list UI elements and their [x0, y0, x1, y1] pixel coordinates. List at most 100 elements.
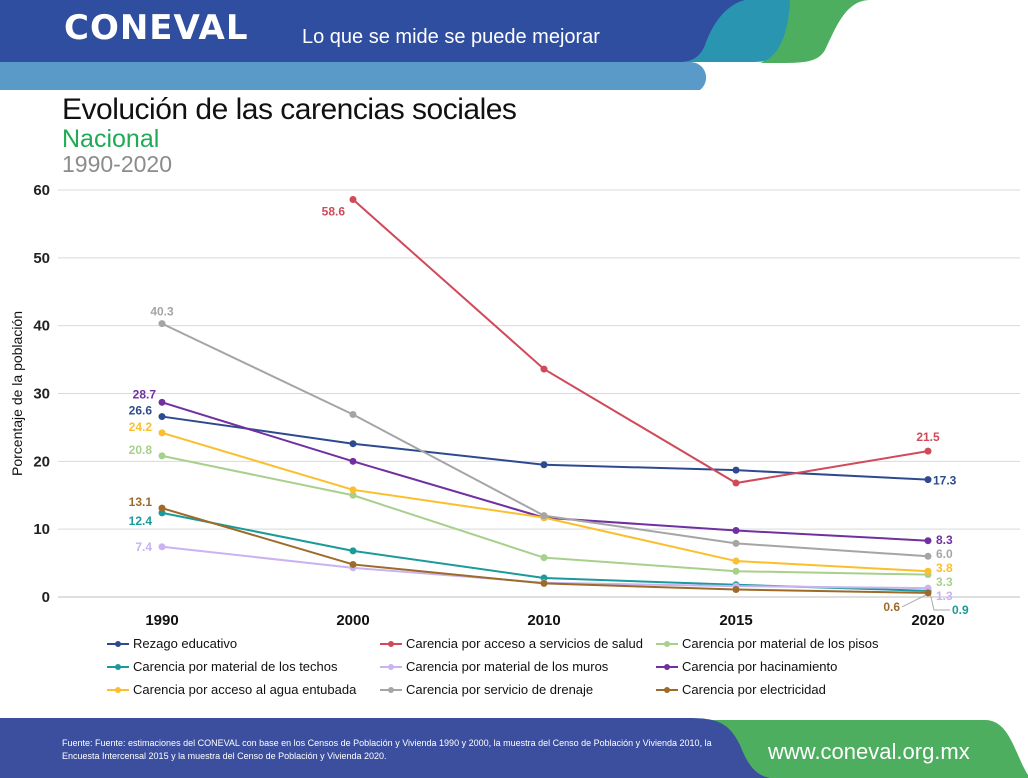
data-point: [924, 476, 932, 484]
data-point: [158, 504, 166, 512]
data-point: [924, 552, 932, 560]
data-point: [349, 411, 357, 419]
x-tick-label: 2015: [719, 612, 752, 629]
data-label: 28.7: [133, 387, 157, 401]
legend-label: Carencia por material de los muros: [406, 659, 609, 674]
legend-swatch: [656, 663, 678, 670]
data-point: [540, 579, 548, 587]
legend-swatch: [107, 663, 129, 670]
legend-label: Rezago educativo: [133, 636, 238, 651]
data-point: [349, 547, 357, 555]
legend-swatch: [656, 640, 678, 647]
data-label: 3.3: [936, 575, 953, 589]
data-label: 0.6: [883, 600, 900, 614]
legend-swatch: [656, 686, 678, 693]
line-chart: 0 10 20 30 40 50 60 1990 2000 2010 2015 2020 Porcent…: [9, 182, 1020, 629]
chart-title: Evolución de las carencias sociales: [62, 93, 517, 126]
data-point: [732, 586, 740, 594]
y-tick-label: 10: [33, 521, 50, 538]
data-point: [732, 557, 740, 565]
legend-item: Carencia por servicio de drenaje: [380, 682, 593, 698]
legend-label: Carencia por electricidad: [682, 682, 826, 697]
data-point: [732, 479, 740, 487]
y-tick-label: 60: [33, 182, 50, 199]
data-point: [732, 527, 740, 535]
data-label: 40.3: [150, 305, 174, 319]
legend-swatch: [380, 640, 402, 647]
chart-subtitle: Nacional: [62, 125, 160, 153]
data-point: [924, 589, 932, 597]
legend-item: Carencia por material de los techos: [107, 659, 338, 675]
data-point: [158, 543, 166, 551]
data-point: [924, 567, 932, 575]
leader-line: [901, 594, 927, 608]
leader-line: [929, 592, 950, 611]
legend-item: Carencia por acceso a servicios de salud: [380, 636, 643, 652]
data-point: [349, 560, 357, 568]
x-tick-label: 2010: [527, 612, 560, 629]
legend-item: Carencia por material de los pisos: [656, 636, 879, 652]
y-tick-label: 40: [33, 318, 50, 335]
data-point: [349, 440, 357, 448]
data-point: [158, 398, 166, 406]
x-tick-label: 2020: [911, 612, 944, 629]
legend-label: Carencia por acceso al agua entubada: [133, 682, 357, 697]
series-line: [352, 198, 929, 485]
data-label: 8.3: [936, 533, 953, 547]
legend-item: Carencia por electricidad: [656, 682, 826, 698]
data-point: [349, 457, 357, 465]
data-label: 12.4: [129, 514, 153, 528]
data-point: [540, 554, 548, 562]
legend-swatch: [380, 686, 402, 693]
data-label: 13.1: [129, 495, 153, 509]
data-point: [349, 491, 357, 499]
data-point: [540, 461, 548, 469]
chart-period: 1990-2020: [62, 151, 172, 177]
legend-label: Carencia por acceso a servicios de salud: [406, 636, 644, 651]
data-label: 6.0: [936, 547, 953, 561]
data-point: [924, 447, 932, 455]
data-label: 7.4: [135, 540, 152, 554]
website-link[interactable]: www.coneval.org.mx: [768, 739, 970, 764]
y-tick-label: 50: [33, 250, 50, 267]
data-label: 17.3: [933, 474, 957, 488]
data-point: [732, 466, 740, 474]
legend-swatch: [107, 640, 129, 647]
data-label: 20.8: [129, 443, 153, 457]
data-point: [732, 539, 740, 547]
legend-item: Rezago educativo: [107, 636, 237, 652]
legend-swatch: [107, 686, 129, 693]
data-point: [158, 452, 166, 460]
legend-item: Carencia por material de los muros: [380, 659, 608, 675]
data-point: [349, 195, 357, 203]
header-banner: [0, 0, 870, 90]
data-point: [158, 429, 166, 437]
y-tick-label: 20: [33, 453, 50, 470]
source-note: Fuente: Fuente: estimaciones del CONEVAL…: [62, 738, 712, 761]
x-tick-label: 1990: [145, 612, 178, 629]
legend-label: Carencia por material de los pisos: [682, 636, 879, 651]
legend-label: Carencia por hacinamiento: [682, 659, 838, 674]
coneval-logo: CONEVAL: [64, 8, 249, 48]
series-line: [161, 431, 929, 573]
data-point: [349, 486, 357, 494]
y-axis-label: Porcentaje de la población: [9, 311, 25, 476]
legend-swatch: [380, 663, 402, 670]
data-label: 0.9: [952, 603, 969, 617]
footer-banner: [0, 715, 1028, 778]
y-tick-label: 30: [33, 386, 50, 403]
series-line: [161, 322, 929, 558]
data-label: 26.6: [129, 404, 153, 418]
legend-label: Carencia por material de los techos: [133, 659, 338, 674]
data-point: [158, 413, 166, 421]
data-label: 1.3: [936, 589, 953, 603]
legend-item: Carencia por acceso al agua entubada: [107, 682, 356, 698]
data-label: 3.8: [936, 561, 953, 575]
y-tick-label: 0: [42, 589, 50, 606]
slogan: Lo que se mide se puede mejorar: [302, 26, 600, 48]
data-point: [540, 512, 548, 520]
data-label: 58.6: [322, 204, 346, 218]
legend-label: Carencia por servicio de drenaje: [406, 682, 594, 697]
data-point: [924, 537, 932, 545]
data-point: [540, 365, 548, 373]
